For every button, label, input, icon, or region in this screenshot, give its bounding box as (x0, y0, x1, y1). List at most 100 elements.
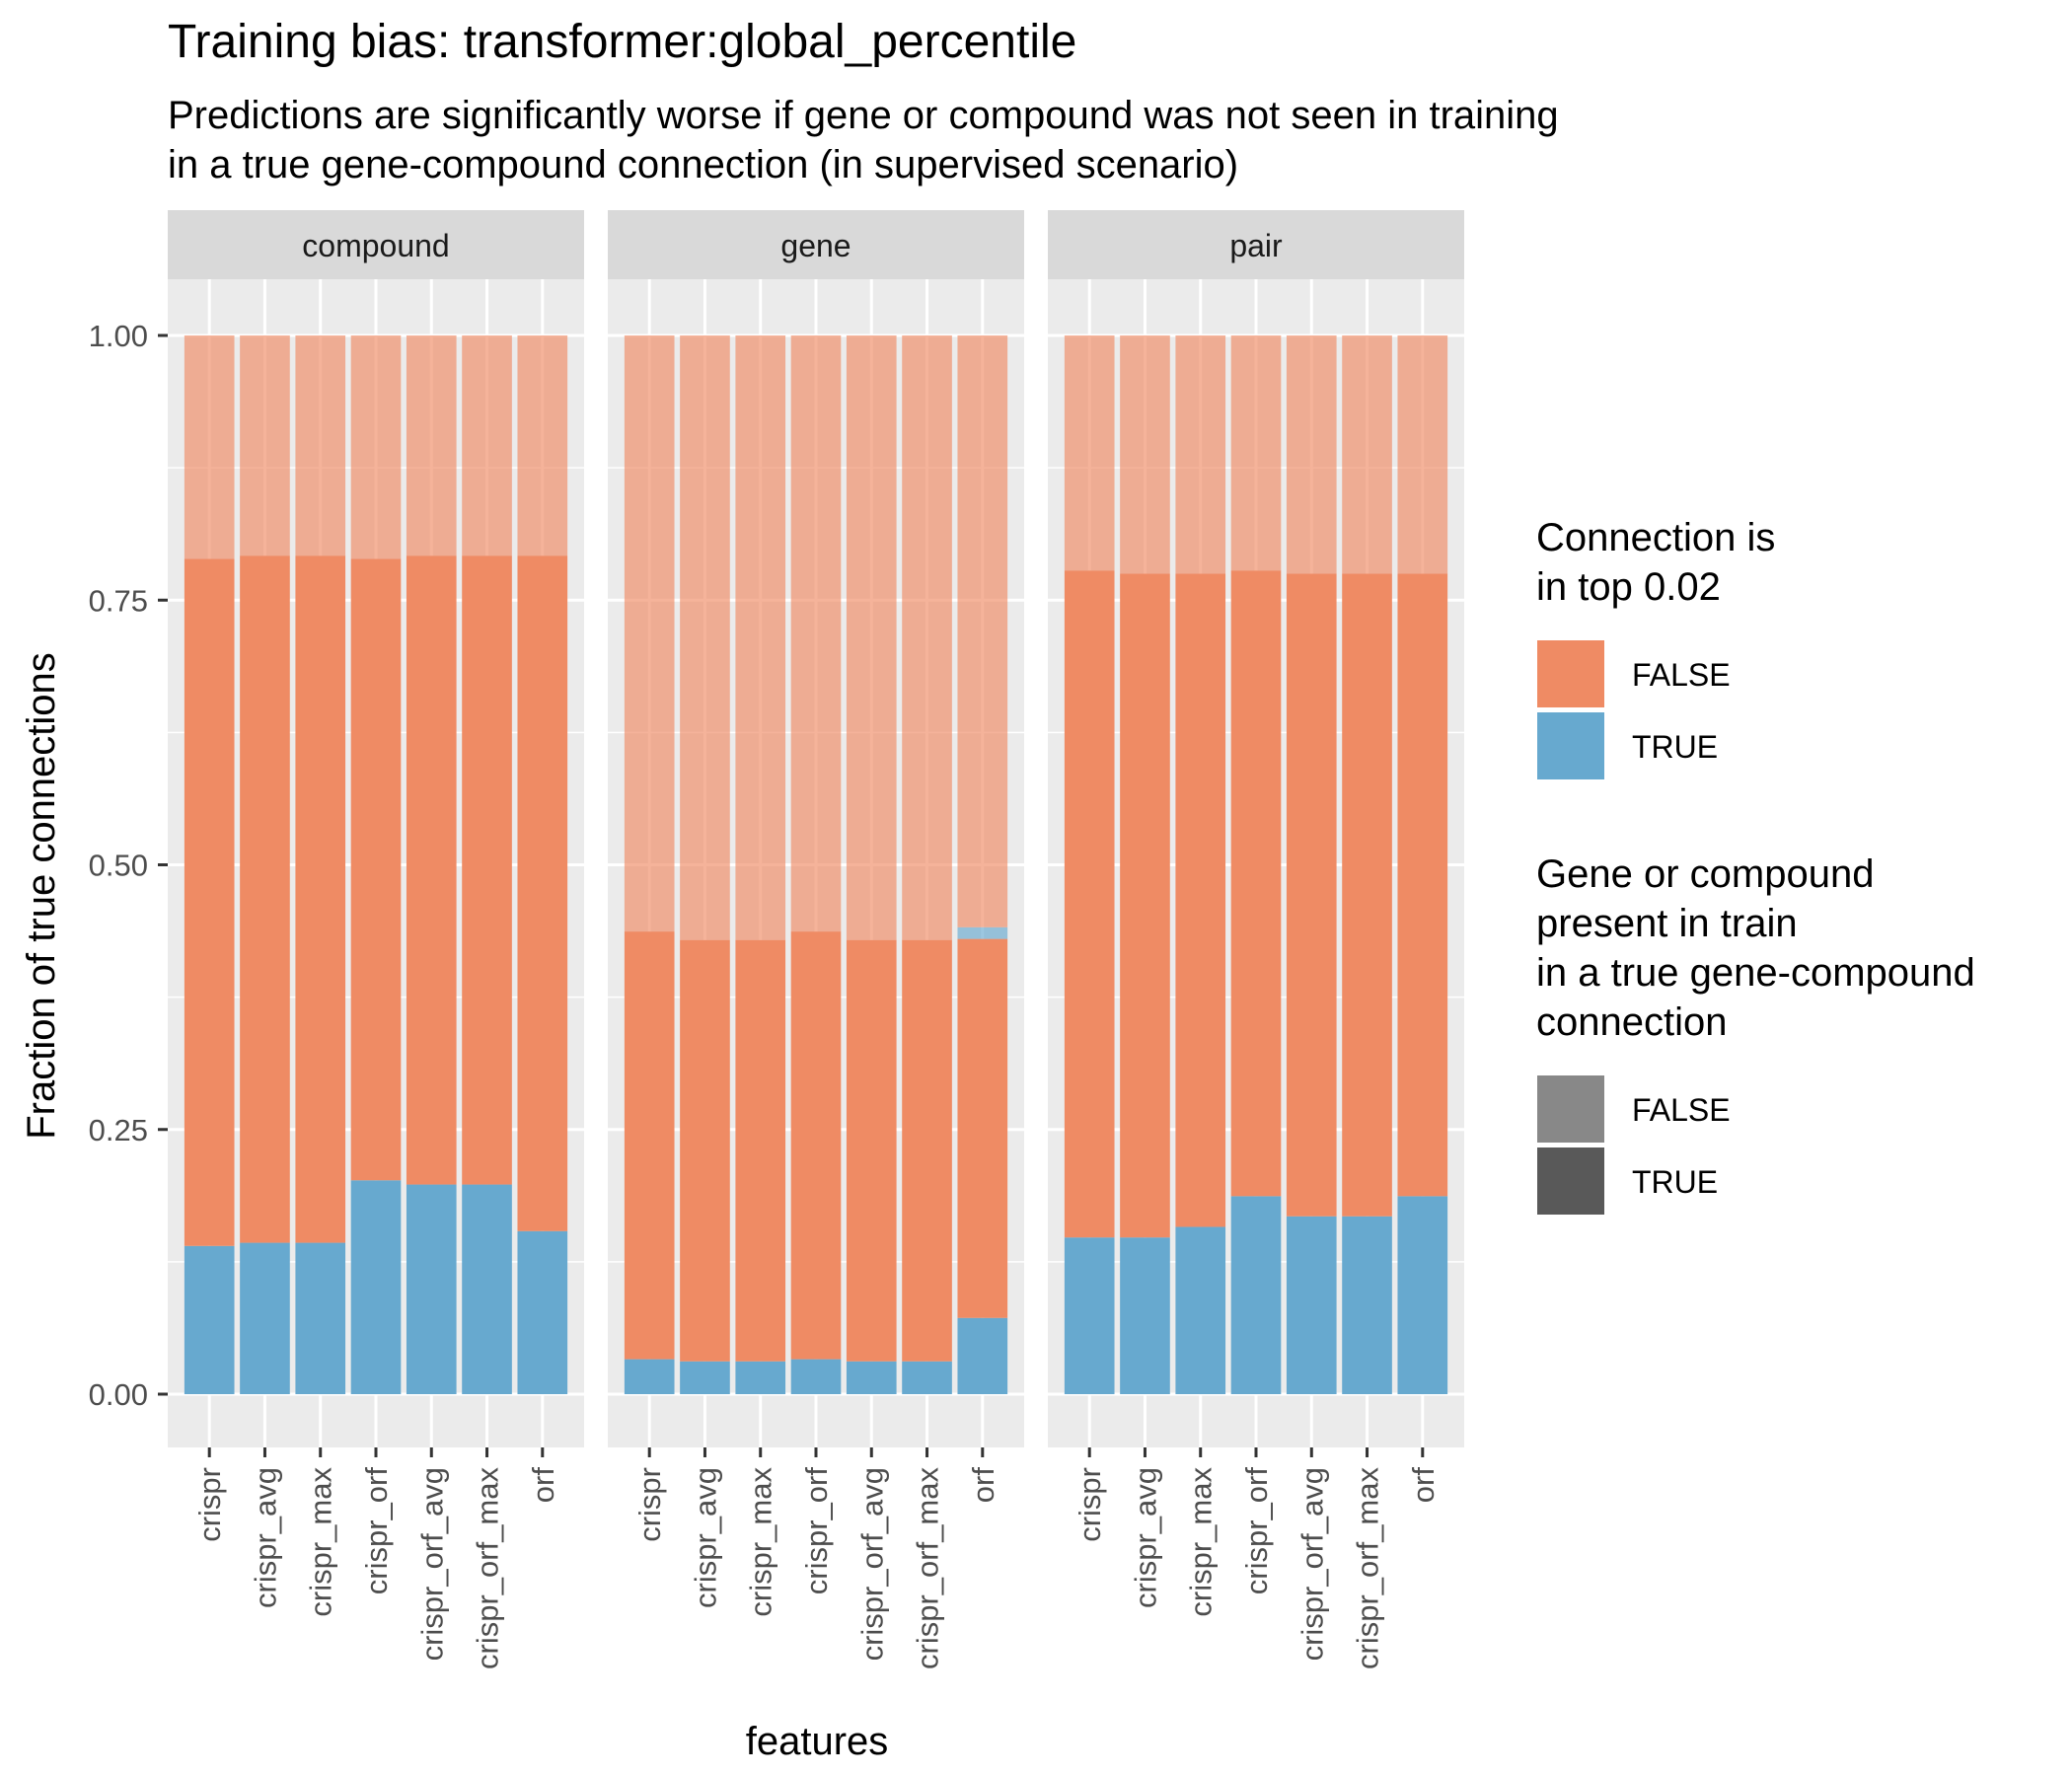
bar-segment (1397, 335, 1448, 574)
facet-strip-label: pair (1229, 228, 1283, 263)
x-tick-label: orf (966, 1467, 1000, 1504)
bar-segment (517, 1230, 568, 1394)
x-tick-label: crispr (632, 1467, 667, 1542)
legend-title: present in train (1536, 902, 1798, 945)
bar-segment (462, 1184, 512, 1394)
bar-segment (1397, 1196, 1448, 1394)
x-tick-label: crispr_max (1184, 1467, 1219, 1617)
bar-segment (350, 1180, 402, 1394)
bar-segment (735, 939, 786, 1362)
x-tick-label: crispr_orf_max (471, 1467, 505, 1669)
bar-segment (1230, 1196, 1282, 1394)
bar-segment (1342, 1216, 1392, 1394)
bar-segment (957, 1317, 1008, 1394)
bar-segment (1342, 573, 1392, 1217)
bar-segment (350, 335, 402, 559)
legend-label: TRUE (1632, 1164, 1718, 1200)
x-tick-label: crispr_max (744, 1467, 778, 1617)
y-tick-label: 0.75 (89, 583, 148, 618)
bar-segment (902, 939, 952, 1362)
legend-label: FALSE (1632, 657, 1731, 693)
bar-segment (406, 1184, 457, 1394)
legend-title: in a true gene-compound (1536, 951, 1975, 995)
bar-segment (295, 1242, 346, 1394)
y-tick-label: 0.00 (89, 1377, 148, 1412)
bar-segment (846, 335, 897, 940)
facet-strip-label: compound (302, 228, 449, 263)
x-tick-label: crispr_orf (359, 1467, 394, 1595)
bar-segment (517, 555, 568, 1231)
bar-segment (1120, 573, 1170, 1238)
bar-segment (1064, 335, 1115, 571)
facet-pair: pair crispr crispr_avg crispr_max crispr_orf… (1048, 210, 1464, 1669)
bar-segment (295, 335, 346, 556)
legend-title: connection (1536, 1000, 1727, 1044)
bar-segment (1175, 573, 1226, 1227)
bar-segment (1064, 570, 1115, 1238)
legend-2: Gene or compound present in train in a tru… (1535, 852, 1975, 1217)
bar-segment (1175, 1226, 1226, 1394)
bar-segment (1286, 335, 1337, 574)
plot-area: 0.00 0.25 0.50 0.75 1.00 compound crispr crispr… (89, 210, 1464, 1669)
bar-segment (1286, 573, 1337, 1217)
bar-segment (1342, 335, 1392, 574)
bar-segment (624, 1359, 675, 1394)
bar-segment (957, 335, 1008, 927)
bar-segment (846, 1361, 897, 1394)
chart-subtitle-line-1: Predictions are significantly worse if g… (168, 94, 1559, 137)
x-tick-label: crispr_avg (248, 1467, 282, 1608)
facet-strip (608, 210, 1024, 279)
bar-segment (350, 558, 402, 1181)
bar-segment (680, 939, 730, 1362)
y-axis-label: Fraction of true connections (20, 652, 63, 1140)
x-tick-label: crispr_avg (688, 1467, 722, 1608)
bar-segment (1064, 1237, 1115, 1394)
legend-key (1535, 1073, 1606, 1145)
chart-subtitle-line-2: in a true gene-compound connection (in s… (168, 143, 1238, 186)
legend-label: FALSE (1632, 1092, 1731, 1128)
legend-title: Gene or compound (1536, 852, 1874, 896)
x-tick-label: orf (1406, 1467, 1441, 1504)
legend-key (1535, 710, 1606, 781)
bar-segment (184, 1245, 235, 1394)
x-tick-label: crispr_avg (1128, 1467, 1162, 1608)
legend-1: Connection is in top 0.02 FALSE TRUE (1535, 516, 1775, 781)
bar-segment (680, 335, 730, 940)
legend-title: in top 0.02 (1536, 565, 1721, 609)
bar-segment (790, 335, 842, 932)
bar-segment (902, 1361, 952, 1394)
x-axis-label: features (746, 1720, 889, 1763)
x-tick-label: orf (526, 1467, 560, 1504)
facet-gene: gene crispr crispr_avg crispr_max crispr_orf… (608, 210, 1024, 1669)
bar-segment (1120, 1237, 1170, 1394)
bar-segment (624, 335, 675, 932)
facet-strip (168, 210, 584, 279)
x-tick-label: crispr_orf (799, 1467, 834, 1595)
facet-compound: compound crispr crispr_avg crispr_max crispr… (168, 210, 584, 1669)
bar-segment (957, 926, 1008, 939)
legend-key (1535, 1146, 1606, 1217)
bar-segment (790, 1359, 842, 1394)
y-tick-label: 1.00 (89, 319, 148, 353)
bar-segment (517, 335, 568, 556)
x-tick-label: crispr_orf (1239, 1467, 1274, 1595)
x-tick-label: crispr (1073, 1467, 1107, 1542)
bar-segment (406, 335, 457, 556)
facet-strip (1048, 210, 1464, 279)
bar-segment (240, 335, 290, 556)
x-tick-label: crispr_orf_max (1351, 1467, 1385, 1669)
bar-segment (1397, 573, 1448, 1197)
bar-segment (462, 335, 512, 556)
bar-segment (184, 335, 235, 559)
legend-label: TRUE (1632, 729, 1718, 765)
bar-segment (1230, 570, 1282, 1197)
bar-segment (846, 939, 897, 1362)
bar-segment (1230, 335, 1282, 571)
bar-segment (902, 335, 952, 940)
bar-segment (957, 938, 1008, 1318)
bar-segment (680, 1361, 730, 1394)
bar-segment (1286, 1216, 1337, 1394)
bar-segment (184, 558, 235, 1246)
